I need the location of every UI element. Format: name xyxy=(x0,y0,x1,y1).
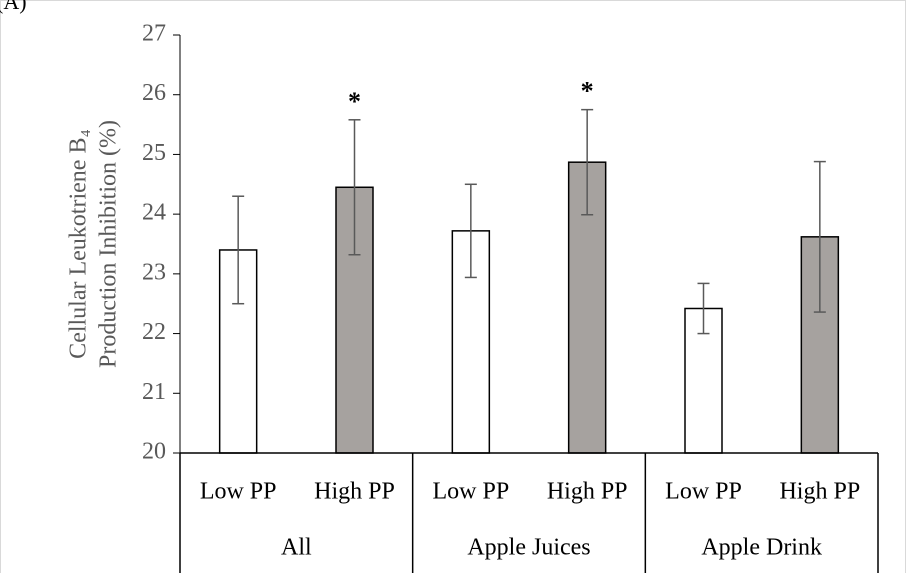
annotation: * xyxy=(581,77,594,106)
error-bar xyxy=(697,282,710,335)
y-tick-label: 24 xyxy=(142,200,166,226)
group-label: All xyxy=(281,535,312,561)
y-tick-label: 22 xyxy=(142,319,166,345)
y-tick-label: 23 xyxy=(142,259,166,285)
panel-label: (A) xyxy=(0,0,27,14)
y-tick-label: 27 xyxy=(142,21,166,47)
y-tick-label: 20 xyxy=(142,439,166,465)
error-bar xyxy=(232,195,245,305)
error-bar xyxy=(464,183,477,279)
y-axis-label: Production Inhibition (%) xyxy=(96,120,122,368)
y-tick-label: 25 xyxy=(142,140,166,166)
y-axis-label: Cellular Leukotriene B₄ xyxy=(66,129,92,359)
y-tick-label: 26 xyxy=(142,80,166,106)
group-label: Apple Juices xyxy=(467,535,590,561)
x-tick-label: High PP xyxy=(779,479,860,505)
annotation: * xyxy=(348,87,361,116)
group-label: Apple Drink xyxy=(701,535,822,561)
x-tick-label: High PP xyxy=(314,479,395,505)
x-tick-label: High PP xyxy=(547,479,628,505)
error-bar xyxy=(813,160,826,313)
x-tick-label: Low PP xyxy=(665,479,742,505)
x-tick-label: Low PP xyxy=(432,479,509,505)
y-tick-label: 21 xyxy=(142,379,166,405)
x-tick-label: Low PP xyxy=(200,479,277,505)
error-bar xyxy=(348,119,361,256)
error-bar xyxy=(581,108,594,216)
